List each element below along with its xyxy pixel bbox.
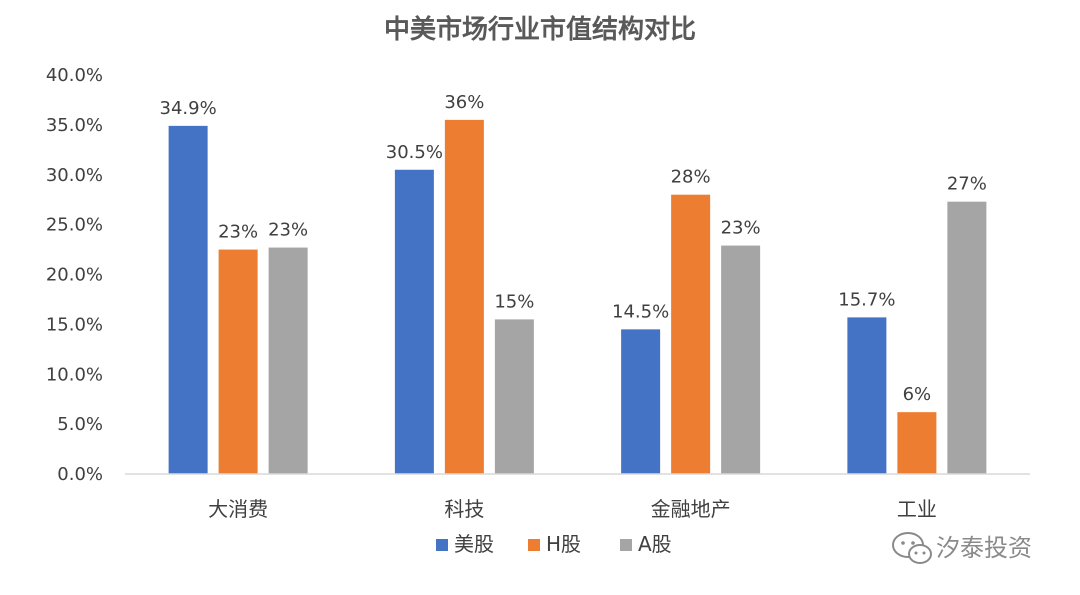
wechat-icon bbox=[892, 532, 932, 564]
bar-A股-大消费 bbox=[268, 247, 308, 474]
y-tick-label: 25.0% bbox=[46, 215, 103, 236]
chart-title: 中美市场行业市值结构对比 bbox=[384, 14, 696, 45]
x-tick-label: 科技 bbox=[444, 497, 484, 521]
legend-label: A股 bbox=[638, 532, 672, 556]
data-label: 27% bbox=[947, 174, 987, 195]
legend-swatch bbox=[620, 539, 632, 551]
legend: 美股 H股 A股 bbox=[436, 532, 672, 556]
y-tick-label: 15.0% bbox=[46, 314, 103, 335]
data-label: 6% bbox=[903, 384, 932, 405]
x-tick-label: 工业 bbox=[897, 497, 937, 521]
data-label: 15% bbox=[494, 291, 534, 312]
data-label: 36% bbox=[444, 92, 484, 113]
legend-label: 美股 bbox=[454, 532, 494, 556]
data-label: 28% bbox=[671, 167, 711, 188]
bar-H股-大消费 bbox=[218, 249, 258, 474]
bar-美股-科技 bbox=[394, 169, 434, 474]
data-label: 23% bbox=[268, 220, 308, 241]
x-tick-label: 大消费 bbox=[208, 497, 268, 521]
bar-美股-工业 bbox=[847, 317, 887, 474]
legend-swatch bbox=[436, 539, 448, 551]
bar-美股-大消费 bbox=[168, 125, 208, 474]
legend-swatch bbox=[528, 539, 540, 551]
y-tick-label: 5.0% bbox=[57, 414, 103, 435]
y-axis: 0.0% 5.0% 10.0% 15.0% 20.0% 25.0% 30.0% 35.0% 40… bbox=[46, 65, 103, 485]
x-tick-label: 金融地产 bbox=[651, 497, 731, 521]
bars: 34.9% 23% 23% 30.5% 36% 15% 14.5% 28% 23% 15.7% 6%… bbox=[160, 92, 987, 474]
watermark-text: 汐泰投资 bbox=[936, 534, 1032, 562]
legend-label: H股 bbox=[546, 532, 581, 556]
data-label: 23% bbox=[218, 222, 258, 243]
bar-美股-金融地产 bbox=[621, 329, 661, 474]
bar-H股-科技 bbox=[444, 119, 484, 474]
y-tick-label: 0.0% bbox=[57, 464, 103, 485]
watermark: 汐泰投资 bbox=[892, 532, 1032, 564]
bar-H股-工业 bbox=[897, 412, 937, 474]
bar-A股-科技 bbox=[494, 319, 534, 474]
y-tick-label: 30.0% bbox=[46, 165, 103, 186]
y-tick-label: 35.0% bbox=[46, 115, 103, 136]
x-axis: 大消费 科技 金融地产 工业 bbox=[125, 473, 1030, 521]
y-tick-label: 10.0% bbox=[46, 364, 103, 385]
bar-A股-金融地产 bbox=[721, 245, 761, 474]
data-label: 30.5% bbox=[386, 142, 443, 163]
data-label: 34.9% bbox=[160, 98, 217, 119]
data-label: 14.5% bbox=[612, 301, 669, 322]
bar-A股-工业 bbox=[947, 201, 987, 474]
y-tick-label: 40.0% bbox=[46, 65, 103, 86]
bar-H股-金融地产 bbox=[671, 194, 711, 474]
y-tick-label: 20.0% bbox=[46, 265, 103, 286]
data-label: 23% bbox=[721, 218, 761, 239]
data-label: 15.7% bbox=[838, 289, 895, 310]
